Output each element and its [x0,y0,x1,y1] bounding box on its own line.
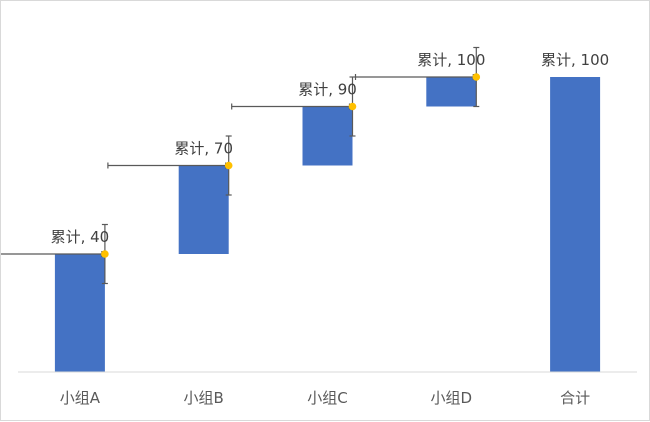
bar-4 [426,77,477,107]
bars-layer [54,77,601,372]
labels-layer: 累计, 40 小组A 累计, 70 小组B 累计, 90 小组C 累计, 100 小组D 累计,… [51,51,610,407]
category-label: 小组D [431,389,473,407]
error-bars-layer [1,46,480,285]
cumulative-marker [472,73,481,81]
data-label: 累计, 100 [417,51,485,69]
bar-2 [178,165,229,254]
markers-layer [101,73,481,258]
cumulative-marker [224,161,233,170]
data-label: 累计, 100 [541,51,609,69]
data-label: 累计, 70 [174,140,233,158]
bar-5 [550,77,601,372]
category-label: 小组B [184,389,224,407]
category-label: 合计 [560,389,590,407]
cumulative-marker [101,250,109,258]
category-label: 小组A [60,389,101,407]
category-label: 小组C [307,389,347,407]
data-label: 累计, 90 [298,81,357,99]
data-label: 累计, 40 [51,228,110,246]
bar-3 [302,106,353,166]
cumulative-marker [348,102,357,111]
bar-1 [54,254,105,372]
